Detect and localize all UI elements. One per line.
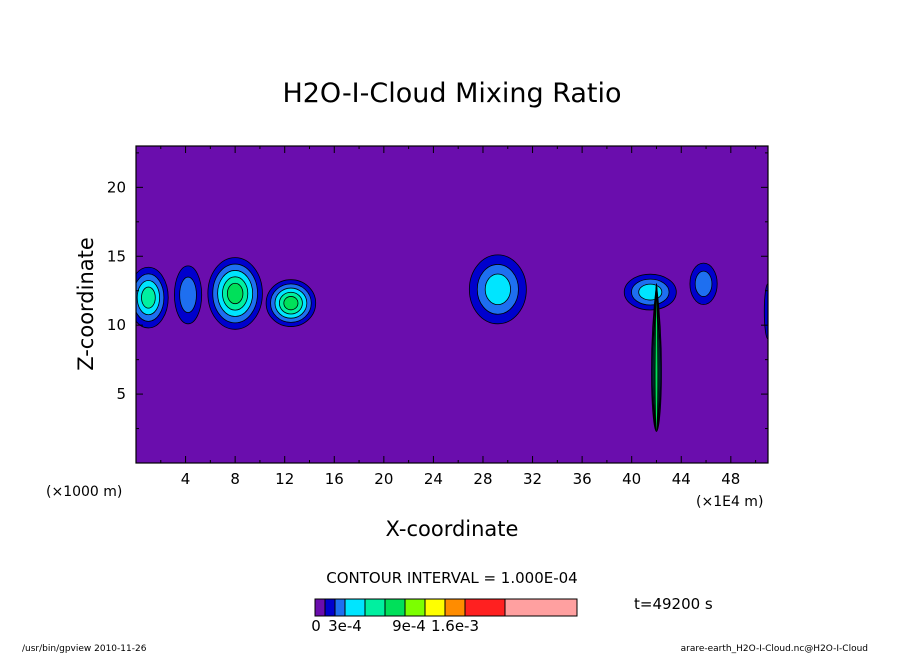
x-tick-label-8: 8 [230, 470, 240, 488]
colorbar-label-3: 1.6e-3 [431, 617, 479, 635]
colorbar-bin-9 [464, 598, 506, 617]
x-tick-label-4: 4 [181, 470, 191, 488]
y-tick-label-15: 15 [107, 247, 126, 265]
colorbar-bin-3 [344, 598, 366, 617]
y-tick-label-20: 20 [107, 178, 126, 196]
colorbar [314, 598, 578, 617]
x-tick-label-40: 40 [622, 470, 641, 488]
colorbar-bin-7 [424, 598, 446, 617]
cloud-cell-1-level-2 [179, 276, 197, 314]
colorbar-label-0: 0 [311, 617, 321, 635]
updraft-column-level-5 [654, 283, 659, 432]
x-axis-title: X-coordinate [386, 517, 519, 541]
chart-title: H2O-I-Cloud Mixing Ratio [282, 78, 621, 109]
y-tick-labels: 5 10 15 20 [107, 178, 126, 403]
x-tick-label-12: 12 [275, 470, 294, 488]
x-tick-label-36: 36 [573, 470, 592, 488]
x-tick-label-32: 32 [523, 470, 542, 488]
colorbar-bin-2 [334, 598, 346, 617]
cloud-cell-5-level-3 [638, 283, 663, 301]
x-tick-label-44: 44 [672, 470, 691, 488]
cloud-cell-0-level-4 [141, 286, 156, 309]
x-tick-label-20: 20 [374, 470, 393, 488]
cloud-cell-2-level-5 [226, 282, 244, 305]
y-tick-label-5: 5 [116, 385, 126, 403]
x-tick-label-48: 48 [721, 470, 740, 488]
axis-ticks [136, 146, 768, 463]
x-scale-note: (×1E4 m) [696, 494, 763, 510]
footer-right: arare-earth_H2O-I-Cloud.nc@H2O-I-Cloud [681, 644, 868, 654]
cloud-contour-group [136, 254, 768, 432]
x-tick-label-16: 16 [325, 470, 344, 488]
footer-left: /usr/bin/gpview 2010-11-26 [22, 644, 147, 654]
plot-frame [135, 145, 769, 464]
colorbar-bin-10 [504, 598, 578, 617]
x-tick-labels: 4 8 12 16 20 24 28 32 36 40 44 48 [181, 470, 741, 488]
colorbar-bin-1 [324, 598, 336, 617]
y-tick-label-10: 10 [107, 316, 126, 334]
colorbar-bin-8 [444, 598, 466, 617]
colorbar-bin-6 [404, 598, 426, 617]
colorbar-bin-5 [384, 598, 406, 617]
colorbar-bin-4 [364, 598, 386, 617]
colorbar-label-1: 3e-4 [328, 617, 362, 635]
cloud-cell-3-level-5 [283, 296, 299, 311]
cloud-cell-4-level-3 [484, 273, 511, 306]
x-unit-note: (×1000 m) [46, 484, 122, 500]
plot-area [135, 145, 769, 464]
y-axis-title: Z-coordinate [74, 237, 98, 371]
cloud-contours [136, 254, 768, 432]
time-label: t=49200 s [634, 595, 713, 613]
contour-interval-text: CONTOUR INTERVAL = 1.000E-04 [326, 569, 577, 587]
colorbar-labels: 0 3e-4 9e-4 1.6e-3 [311, 617, 479, 635]
x-tick-label-24: 24 [424, 470, 443, 488]
cloud-cell-6-level-2 [694, 270, 713, 297]
colorbar-bin-0 [314, 598, 326, 617]
colorbar-label-2: 9e-4 [392, 617, 426, 635]
x-tick-label-28: 28 [473, 470, 492, 488]
